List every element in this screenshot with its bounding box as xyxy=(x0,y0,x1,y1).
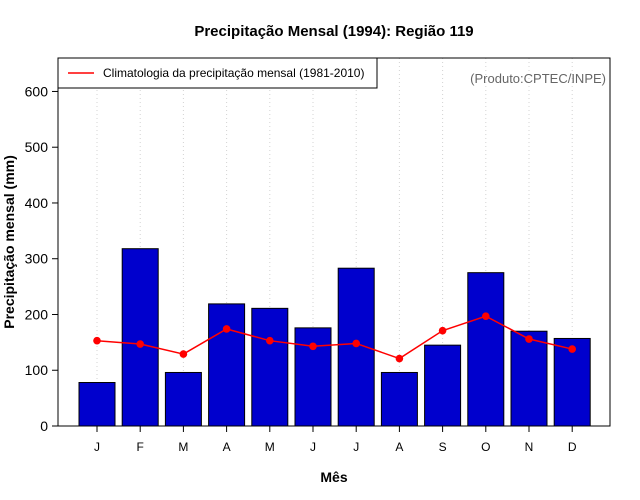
x-tick-label: S xyxy=(439,440,447,454)
x-tick-label: J xyxy=(94,440,100,454)
x-tick-label: A xyxy=(223,440,231,454)
bar xyxy=(251,307,289,427)
bar xyxy=(78,382,116,427)
climatology-point xyxy=(438,326,447,335)
climatology-line xyxy=(93,312,576,363)
y-tick-label: 200 xyxy=(25,306,49,322)
bars xyxy=(78,248,591,427)
bar xyxy=(121,248,159,427)
climatology-point xyxy=(222,325,231,333)
y-tick-label: 300 xyxy=(25,251,49,267)
x-tick-label: D xyxy=(568,440,577,454)
x-tick-label: A xyxy=(395,440,403,454)
grid-lines xyxy=(96,58,573,426)
x-tick-label: N xyxy=(525,440,534,454)
y-tick-label: 100 xyxy=(25,362,49,378)
y-tick-label: 400 xyxy=(25,195,49,211)
y-tick-label: 500 xyxy=(25,139,49,155)
y-axis: 0 100 200 300 400 500 600 xyxy=(25,83,58,434)
climatology-point xyxy=(525,335,533,343)
climatology-point xyxy=(179,350,188,358)
x-tick-label: O xyxy=(481,440,490,454)
climatology-point xyxy=(93,336,101,345)
y-tick-label: 600 xyxy=(25,83,49,99)
bar xyxy=(380,371,418,427)
x-axis-label: Mês xyxy=(320,469,347,485)
bar xyxy=(553,337,591,427)
climatology-point xyxy=(309,342,317,351)
x-tick-label: J xyxy=(310,440,316,454)
climatology-series-line xyxy=(96,315,573,360)
climatology-point xyxy=(482,312,490,320)
bar xyxy=(164,371,202,427)
bar xyxy=(208,303,246,427)
y-tick-label: 0 xyxy=(40,418,48,434)
chart-title: Precipitação Mensal (1994): Região 119 xyxy=(194,23,473,40)
climatology-point xyxy=(395,354,404,363)
x-tick-label: J xyxy=(353,440,359,454)
y-axis-label: Precipitação mensal (mm) xyxy=(1,155,17,329)
source-annotation: (Produto:CPTEC/INPE) xyxy=(470,71,606,86)
bar xyxy=(510,330,548,427)
climatology-point xyxy=(352,339,361,348)
bar xyxy=(424,344,462,427)
x-tick-label: M xyxy=(178,440,188,454)
legend-label: Climatologia da precipitação mensal (198… xyxy=(103,66,364,80)
x-tick-label: M xyxy=(265,440,275,454)
legend: Climatologia da precipitação mensal (198… xyxy=(57,57,378,89)
x-tick-label: F xyxy=(137,440,144,454)
climatology-point xyxy=(266,336,274,345)
legend-box xyxy=(57,57,378,89)
bar xyxy=(467,272,505,427)
climatology-point xyxy=(568,345,576,353)
climatology-point xyxy=(136,340,144,348)
